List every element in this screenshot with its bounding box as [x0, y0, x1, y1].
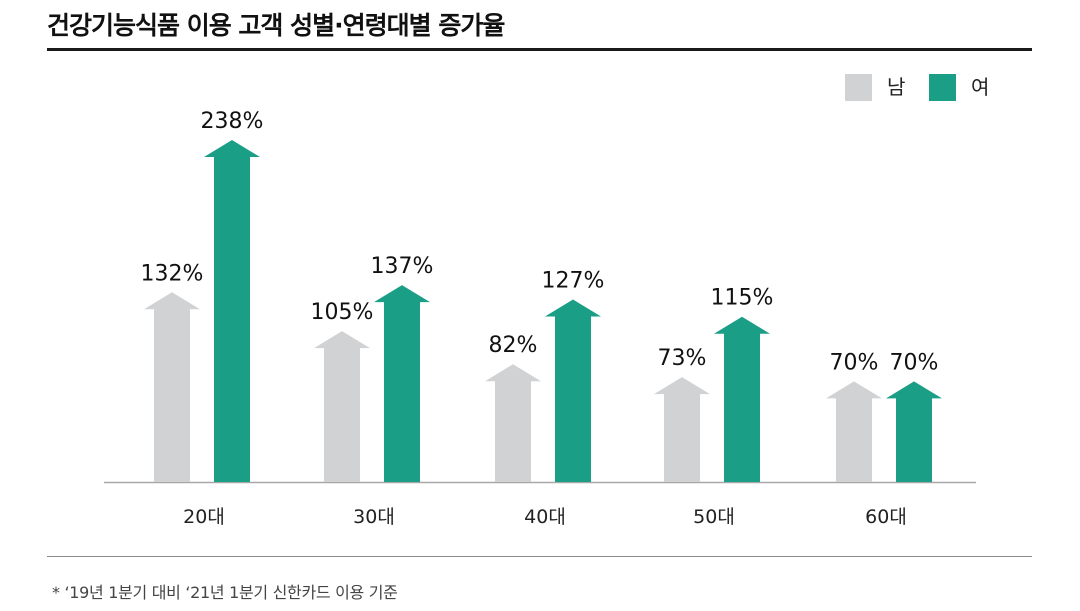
- bottom-divider: [47, 556, 1032, 557]
- legend-swatch-female: [929, 74, 956, 101]
- bar-male-30s: [314, 331, 370, 482]
- data-label-female-50s: 115%: [711, 286, 774, 311]
- data-label-male-50s: 73%: [658, 346, 707, 371]
- data-label-male-40s: 82%: [489, 333, 538, 358]
- legend-swatch-male: [845, 74, 872, 101]
- bar-female-50s: [714, 316, 770, 482]
- data-label-female-40s: 127%: [542, 269, 605, 294]
- x-tick-label-40s: 40대: [524, 506, 566, 528]
- bar-female-20s: [204, 140, 260, 482]
- x-tick-label-50s: 50대: [693, 506, 735, 528]
- data-label-female-20s: 238%: [201, 109, 264, 134]
- data-label-female-60s: 70%: [890, 350, 939, 375]
- legend-label-male: 남: [887, 75, 906, 99]
- bar-male-60s: [826, 381, 882, 482]
- title-divider: [47, 48, 1032, 51]
- x-tick-label-30s: 30대: [353, 506, 395, 528]
- bar-male-50s: [654, 377, 710, 482]
- bar-female-30s: [374, 285, 430, 482]
- bar-female-60s: [886, 381, 942, 482]
- x-tick-label-60s: 60대: [865, 506, 907, 528]
- footnote: * ‘19년 1분기 대비 ‘21년 1분기 신한카드 이용 기준: [52, 583, 398, 602]
- legend-label-female: 여: [971, 75, 990, 99]
- bar-female-40s: [545, 299, 601, 482]
- data-label-male-20s: 132%: [141, 261, 204, 286]
- x-tick-label-20s: 20대: [183, 506, 225, 528]
- data-label-male-60s: 70%: [830, 350, 879, 375]
- bar-male-20s: [144, 292, 200, 482]
- chart-title: 건강기능식품 이용 고객 성별·연령대별 증가율: [47, 11, 505, 40]
- data-label-male-30s: 105%: [311, 300, 374, 325]
- bar-male-40s: [485, 364, 541, 482]
- data-label-female-30s: 137%: [371, 254, 434, 279]
